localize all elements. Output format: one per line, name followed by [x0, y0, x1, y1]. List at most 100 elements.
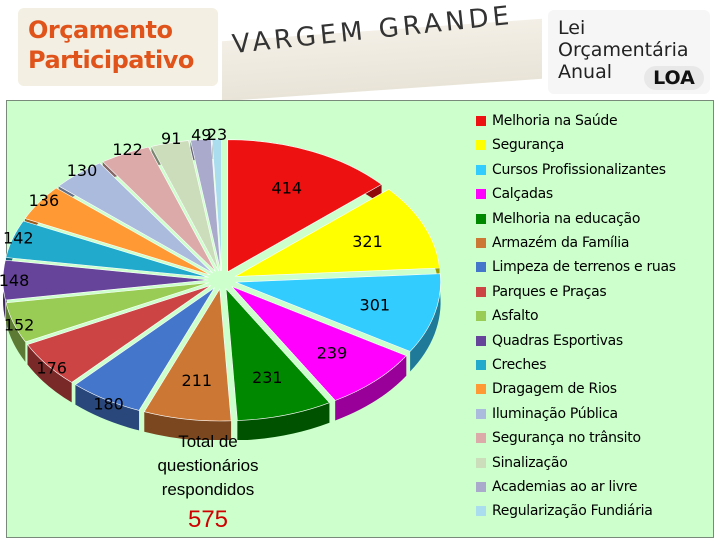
legend-item: Parques e Praças — [468, 281, 713, 303]
pie-slice-side — [27, 344, 72, 403]
legend-label: Melhoria na Saúde — [492, 113, 618, 129]
legend-label: Segurança no trânsito — [492, 430, 641, 447]
pie-slice — [227, 139, 383, 273]
legend-swatch — [476, 140, 486, 151]
pie-value-label: 136 — [29, 191, 60, 210]
legend-swatch — [476, 116, 486, 126]
pie-value-label: 23 — [207, 125, 227, 144]
legend-label: Regularização Fundiária — [492, 503, 653, 520]
legend-swatch — [476, 238, 486, 248]
pie-slice — [5, 282, 209, 343]
pie-slice-side — [75, 384, 140, 431]
legend-label: Melhoria na educação — [492, 210, 641, 227]
legend-item: Limpeza de terrenos e ruas — [468, 256, 713, 278]
pie-slice — [24, 187, 211, 276]
logo-left-line1: Orçamento — [28, 16, 173, 44]
loa-line-3: Anual — [558, 61, 613, 83]
legend-item: Regularização Fundiária — [468, 500, 713, 522]
pie-slice — [211, 138, 222, 271]
pie-value-label: 301 — [360, 296, 391, 315]
pie-slice-side — [410, 273, 441, 372]
legend-item: Segurança no trânsito — [468, 427, 713, 449]
legend-swatch — [476, 335, 486, 346]
legend-label: Limpeza de terrenos e ruas — [492, 259, 676, 276]
legend-swatch — [476, 262, 486, 273]
loa-line-2: Orçamentária — [558, 39, 689, 61]
legend-label: Calçadas — [492, 186, 553, 203]
pie-slice — [5, 220, 209, 278]
pie-value-label: 49 — [191, 126, 211, 145]
legend-label: Asfalto — [492, 308, 539, 325]
pie-slices — [2, 138, 441, 440]
pie-value-label: 152 — [4, 315, 35, 334]
legend-label: Parques e Praças — [492, 283, 607, 300]
pie-value-label: 148 — [0, 271, 29, 290]
total-label: Total de questionários respondidos — [157, 432, 259, 499]
legend-item: Iluminação Pública — [468, 403, 713, 425]
pie-slice — [190, 138, 221, 272]
pie-value-label: 231 — [252, 368, 283, 387]
pie-value-label: 130 — [67, 161, 98, 180]
legend-swatch — [476, 433, 486, 444]
legend-swatch — [476, 286, 486, 297]
pie-slice — [102, 146, 217, 273]
pie-value-labels: 414 321 301 239 231 211 180 176 152 148 142 136 130 1… — [0, 125, 390, 414]
legend-label: Creches — [492, 357, 547, 373]
pie-slice — [143, 288, 232, 422]
pie-slice — [58, 162, 214, 274]
pie-slice — [225, 287, 330, 421]
legend-item: Academias ao ar livre — [468, 476, 713, 498]
legend-item: Quadras Esportivas — [468, 330, 713, 352]
pie-value-label: 122 — [112, 140, 143, 159]
pie-slice — [235, 273, 441, 352]
legend-swatch — [476, 506, 486, 517]
legend-item: Sinalização — [468, 452, 713, 474]
legend-swatch — [476, 482, 486, 492]
legend-item: Cursos Profissionalizantes — [468, 159, 713, 181]
legend-item: Armazém da Família — [468, 232, 713, 254]
legend-item: Asfalto — [468, 305, 713, 327]
pie-value-label: 176 — [36, 359, 67, 378]
legend-label: Iluminação Pública — [492, 405, 618, 422]
header: Orçamento Participativo VARGEM GRANDE Le… — [0, 0, 720, 102]
pie-value-label: 211 — [182, 371, 213, 390]
legend-item: Dragagem de Rios — [468, 378, 713, 400]
pie-slice — [74, 287, 215, 411]
total-value: 575 — [187, 506, 229, 533]
legend-swatch — [476, 311, 486, 322]
legend-label: Segurança — [492, 137, 565, 154]
legend-swatch — [476, 189, 486, 200]
legend-swatch — [476, 164, 486, 175]
pie-slice-side — [144, 411, 232, 440]
legend-item: Melhoria na educação — [468, 208, 713, 230]
legend-item: Segurança — [468, 134, 713, 156]
pie-slice — [231, 286, 407, 401]
legend-label: Sinalização — [492, 454, 568, 471]
legend-swatch — [476, 384, 486, 395]
orcamento-participativo-logo: Orçamento Participativo — [18, 8, 218, 86]
pie-slice — [2, 259, 209, 301]
legend-label: Academias ao ar livre — [492, 479, 638, 495]
legend-item: Melhoria na Saúde — [468, 110, 713, 132]
legend-swatch — [476, 360, 486, 370]
logo-left-line2: Participativo — [28, 46, 194, 74]
pie-value-label: 321 — [352, 232, 383, 251]
loa-line-1: Lei — [558, 17, 586, 39]
pie-value-label: 91 — [161, 129, 181, 148]
pie-value-label: 142 — [3, 228, 34, 247]
pie-slice — [150, 140, 219, 272]
pie-slice — [26, 285, 211, 383]
legend-label: Quadras Esportivas — [492, 332, 623, 349]
pie-value-label: 239 — [317, 344, 348, 363]
legend-item: Creches — [468, 354, 713, 376]
pie-slice — [234, 188, 440, 277]
pie-value-label: 180 — [93, 395, 124, 414]
pie-chart: 414 321 301 239 231 211 180 176 152 148 142 136 130 1… — [0, 125, 441, 440]
legend-swatch — [476, 408, 486, 419]
legend-swatch — [476, 457, 486, 468]
loa-mark: LOA — [644, 66, 704, 90]
pie-slice-side — [237, 402, 330, 440]
pie-value-label: 414 — [272, 179, 303, 198]
legend-label: Dragagem de Rios — [492, 381, 617, 398]
legend-swatch — [476, 213, 486, 224]
